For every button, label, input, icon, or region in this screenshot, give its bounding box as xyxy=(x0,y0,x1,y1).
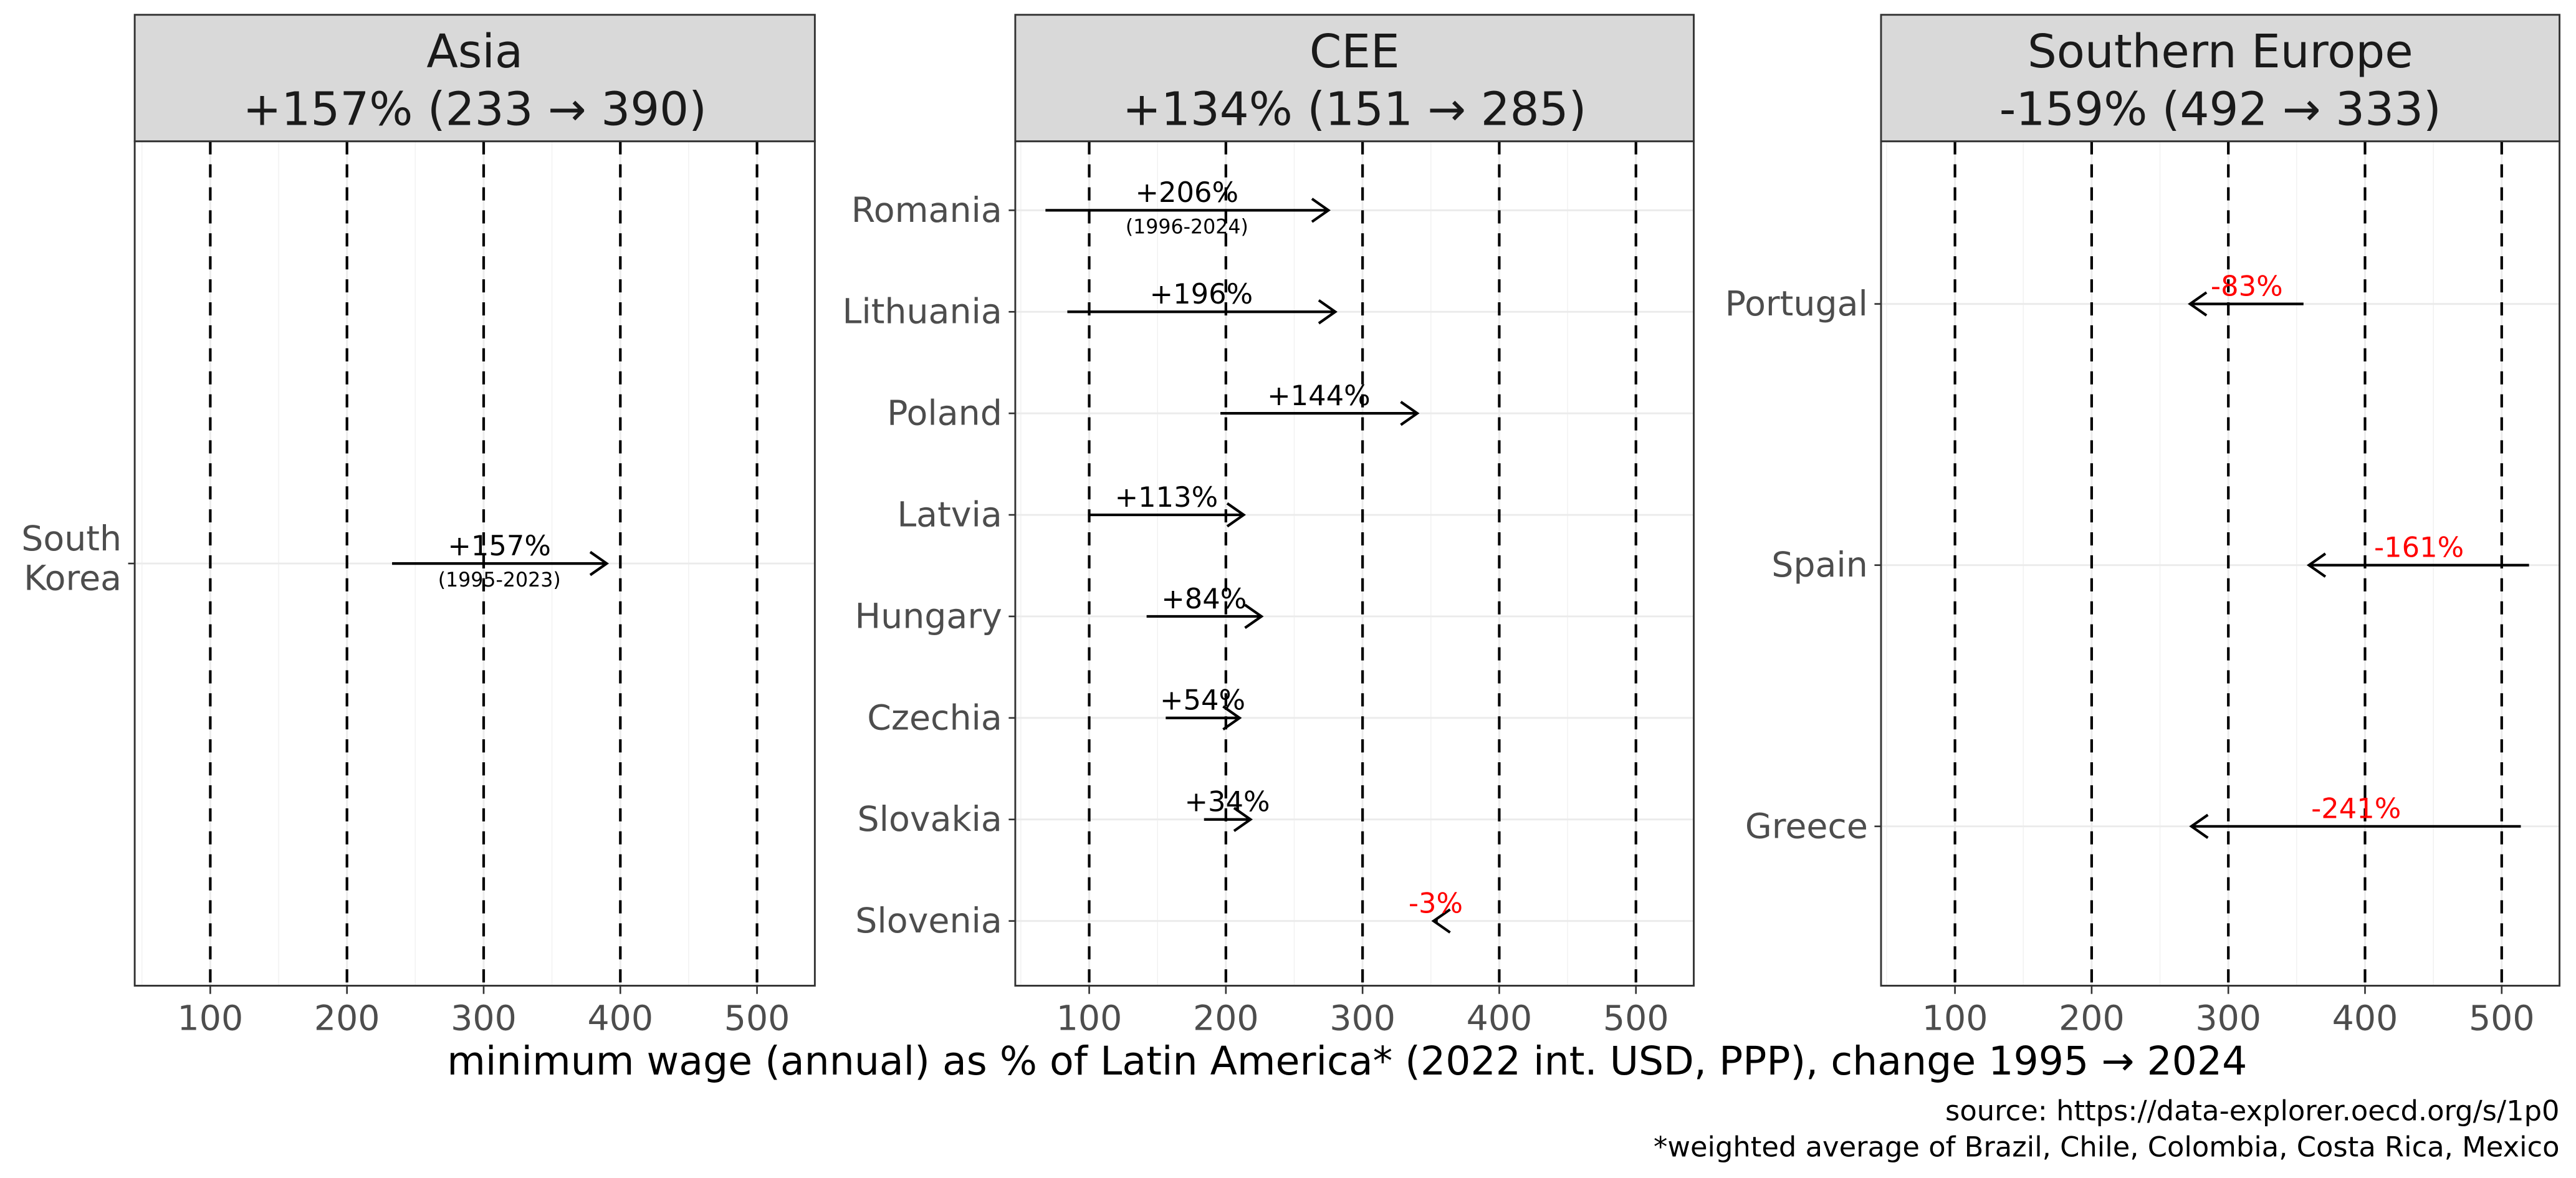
y-axis-label: Korea xyxy=(24,558,122,598)
change-label: +84% xyxy=(1161,582,1247,615)
x-tick-label: 200 xyxy=(2059,999,2125,1039)
facet-strip xyxy=(1880,14,2561,143)
arrowhead-icon xyxy=(1400,400,1420,426)
x-tick-label: 300 xyxy=(2195,999,2261,1039)
change-label: -161% xyxy=(2374,531,2464,564)
arrowhead-icon xyxy=(2188,291,2208,317)
change-label: +157% xyxy=(448,529,551,562)
arrowhead-icon xyxy=(2189,813,2209,839)
x-tick-label: 300 xyxy=(451,999,517,1039)
x-tick-label: 100 xyxy=(178,999,244,1039)
plot-area xyxy=(1880,141,2560,986)
arrowhead-icon xyxy=(1311,198,1331,223)
facet-title: Southern Europe xyxy=(2028,25,2413,79)
facet-strip xyxy=(133,14,816,143)
x-tick-label: 400 xyxy=(587,999,653,1039)
change-label: +196% xyxy=(1150,277,1253,310)
x-tick-label: 500 xyxy=(724,999,790,1039)
x-tick-label: 200 xyxy=(1193,999,1259,1039)
y-axis-label: Spain xyxy=(1771,545,1868,585)
change-label: +144% xyxy=(1267,379,1371,412)
plot-area xyxy=(1015,141,1694,986)
arrowhead-icon xyxy=(1244,603,1264,630)
change-label: -241% xyxy=(2311,792,2401,825)
y-axis-label: Lithuania xyxy=(842,292,1002,332)
panel-southern-europe: -83% Portugal -161% Spain -241% Greece Souther… xyxy=(1725,14,2561,1039)
change-label: -3% xyxy=(1409,886,1463,919)
y-axis-label: Hungary xyxy=(855,596,1002,636)
arrowhead-icon xyxy=(2306,552,2327,578)
source-caption: source: https://data-explorer.oecd.org/s… xyxy=(1945,1094,2560,1128)
arrowhead-icon xyxy=(1318,299,1338,325)
arrowhead-icon xyxy=(1222,705,1242,731)
footnote-caption: *weighted average of Brazil, Chile, Colo… xyxy=(1654,1131,2560,1164)
y-axis-label: Slovakia xyxy=(857,800,1002,840)
x-tick-label: 400 xyxy=(2332,999,2398,1039)
arrowhead-icon xyxy=(589,550,610,577)
y-axis-label: Portugal xyxy=(1725,284,1868,324)
period-note: (1995-2023) xyxy=(438,569,561,591)
arrowhead-icon xyxy=(1431,908,1451,934)
x-tick-label: 300 xyxy=(1329,999,1396,1039)
arrowhead-icon xyxy=(1233,807,1253,832)
y-axis-label: Romania xyxy=(851,191,1002,231)
panel-cee: +206% (1996-2024) Romania +196% Lithuania +14… xyxy=(842,14,1695,1039)
facet-title: Asia xyxy=(426,25,523,79)
change-label: +113% xyxy=(1115,481,1219,514)
y-axis-label: Czechia xyxy=(867,698,1002,738)
change-label: +54% xyxy=(1160,684,1245,717)
y-axis-label: Poland xyxy=(887,394,1002,434)
change-label: +34% xyxy=(1184,785,1270,818)
x-tick-label: 400 xyxy=(1467,999,1533,1039)
y-axis-label: Slovenia xyxy=(855,901,1002,941)
facet-subtitle: -159% (492 → 333) xyxy=(1999,82,2441,136)
x-tick-label: 500 xyxy=(2469,999,2535,1039)
arrowhead-icon xyxy=(1226,502,1247,528)
facet-title: CEE xyxy=(1310,25,1400,79)
change-label: -83% xyxy=(2211,269,2283,302)
facet-subtitle: +134% (151 → 285) xyxy=(1123,82,1586,136)
x-axis-title: minimum wage (annual) as % of Latin Amer… xyxy=(447,1038,2247,1084)
facet-strip xyxy=(1014,14,1695,143)
period-note: (1996-2024) xyxy=(1126,216,1248,238)
y-axis-label: Greece xyxy=(1745,807,1868,846)
change-label: +206% xyxy=(1136,176,1239,209)
x-tick-label: 200 xyxy=(314,999,380,1039)
y-axis-label: Latvia xyxy=(897,496,1002,535)
facet-subtitle: +157% (233 → 390) xyxy=(243,82,707,136)
x-tick-label: 100 xyxy=(1922,999,1988,1039)
x-tick-label: 500 xyxy=(1603,999,1669,1039)
x-tick-label: 100 xyxy=(1056,999,1123,1039)
y-axis-label: South xyxy=(21,519,122,559)
